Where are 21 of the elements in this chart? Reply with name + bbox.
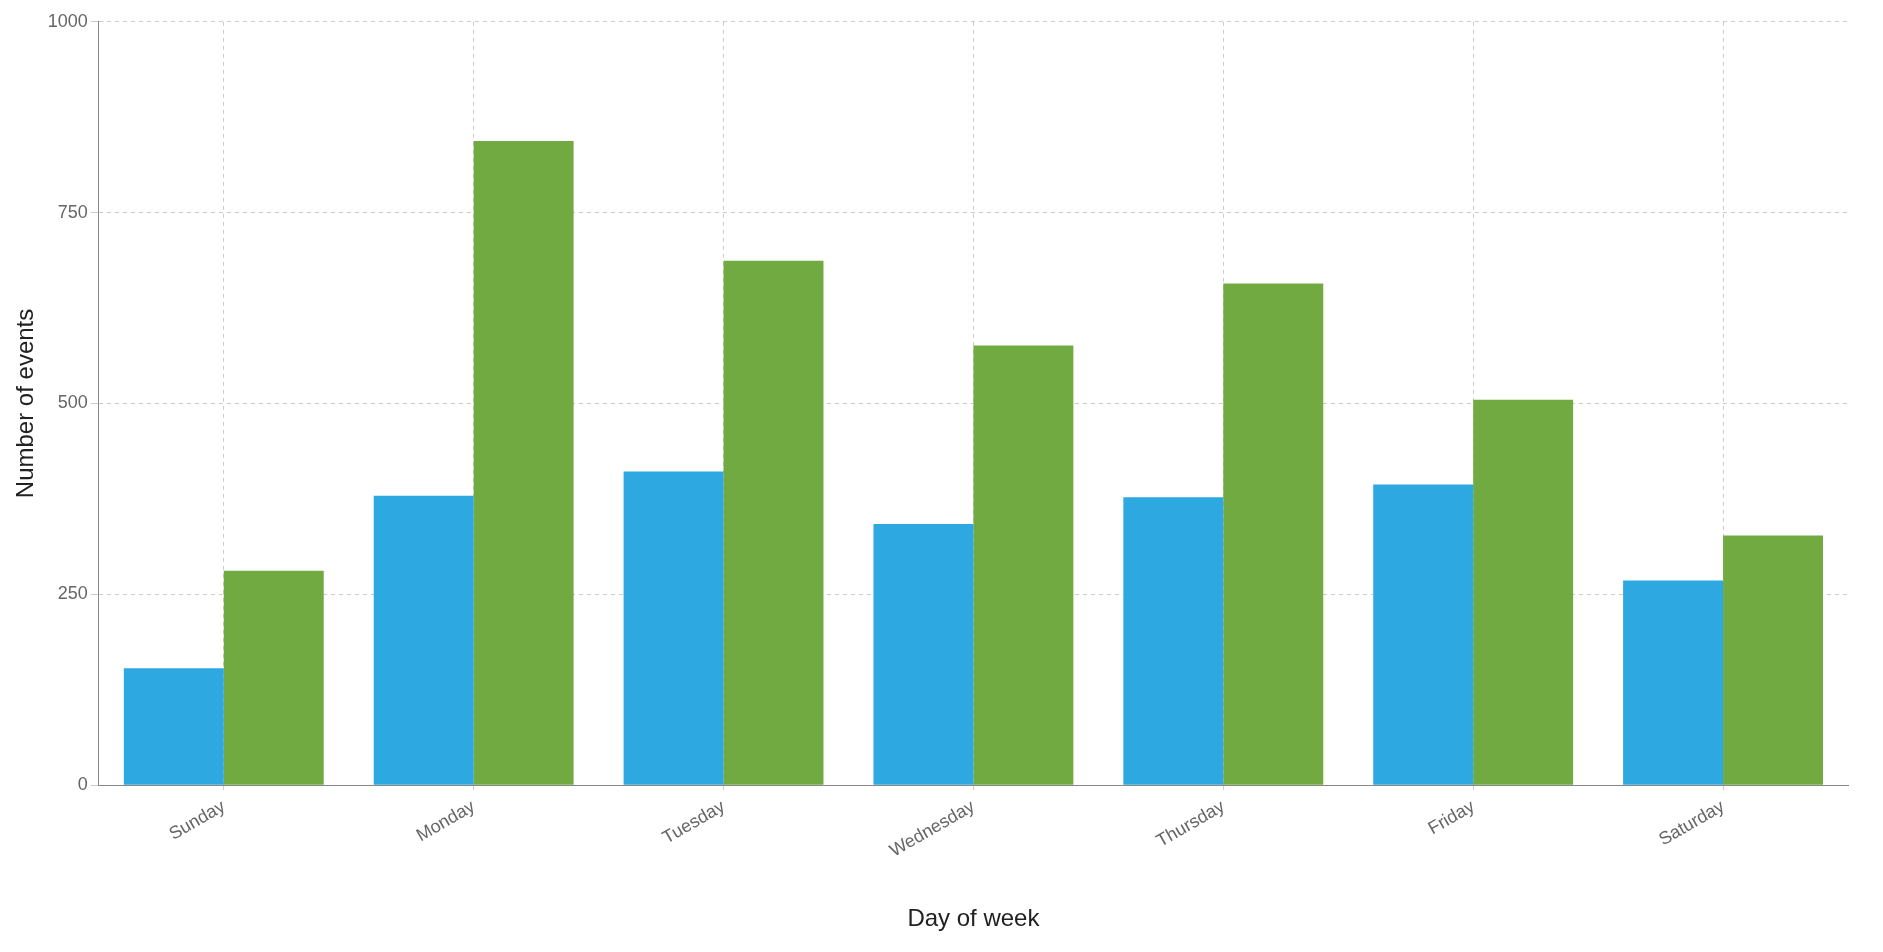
bar [373, 495, 474, 785]
y-axis-title: Number of events [11, 308, 39, 499]
y-tick-label: 0 [77, 774, 88, 795]
bar [1123, 497, 1224, 785]
bar [873, 524, 974, 785]
y-tick-label: 500 [57, 392, 88, 413]
bar [973, 345, 1074, 785]
y-tick-label: 750 [57, 201, 88, 222]
bar [1723, 535, 1824, 785]
bar [1473, 399, 1574, 785]
bar [123, 668, 224, 785]
bar [1223, 283, 1324, 785]
y-tick-label: 1000 [47, 10, 88, 31]
bar [1373, 484, 1474, 785]
bar [223, 570, 324, 785]
bar [623, 471, 724, 785]
x-axis-title: Day of week [907, 904, 1041, 932]
bar [1623, 580, 1724, 785]
bar [473, 140, 574, 785]
bar [723, 260, 824, 785]
y-tick-label: 250 [57, 583, 88, 604]
